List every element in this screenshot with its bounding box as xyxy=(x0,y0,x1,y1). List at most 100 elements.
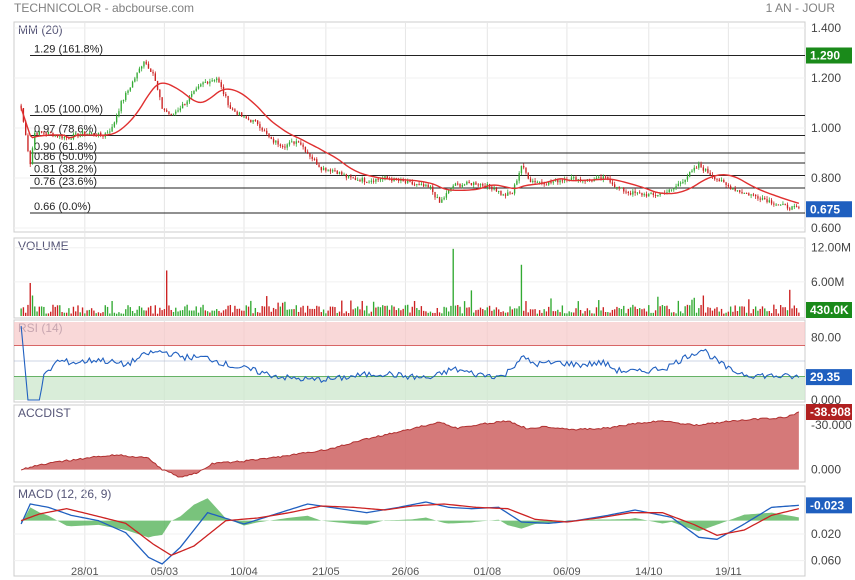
volume-bar xyxy=(204,310,207,316)
volume-bar xyxy=(666,305,668,316)
candle-body xyxy=(541,181,543,183)
candle-body xyxy=(363,178,366,183)
candle-body xyxy=(693,167,695,171)
candle-body xyxy=(600,177,602,180)
candle-body xyxy=(427,184,429,187)
volume-bar xyxy=(109,313,111,316)
volume-bar xyxy=(757,310,759,316)
candle-body xyxy=(97,132,100,137)
volume-bar xyxy=(586,308,589,316)
volume-bar xyxy=(461,313,463,316)
volume-bar xyxy=(252,313,254,316)
x-tick-label: 21/05 xyxy=(312,566,340,578)
candle-body xyxy=(154,73,156,81)
candle-body xyxy=(445,193,448,198)
candle-body xyxy=(20,105,22,108)
candle-body xyxy=(47,131,50,134)
candle-body xyxy=(400,179,402,182)
candle-body xyxy=(184,103,186,105)
volume-bar xyxy=(550,298,552,316)
rsi-line xyxy=(20,325,800,401)
volume-bar xyxy=(368,313,370,316)
volume-bar xyxy=(143,310,145,316)
candle-body xyxy=(429,186,432,188)
candle-body xyxy=(584,180,586,182)
volume-bar xyxy=(97,312,100,316)
volume-bar xyxy=(504,312,507,316)
candle-body xyxy=(150,68,152,72)
volume-bar xyxy=(545,311,548,316)
volume-bar xyxy=(52,304,54,316)
candle-body xyxy=(529,178,532,183)
candle-body xyxy=(682,181,684,183)
volume-bar xyxy=(354,308,357,316)
candle-body xyxy=(368,181,370,183)
volume-bar xyxy=(684,306,686,316)
volume-bar xyxy=(152,313,154,316)
panel-frame xyxy=(13,237,806,319)
candle-body xyxy=(281,145,284,147)
candle-body xyxy=(238,112,241,115)
candle-body xyxy=(502,194,504,196)
volume-bar xyxy=(200,307,202,316)
candle-body xyxy=(241,112,243,117)
volume-bar xyxy=(81,307,84,316)
volume-bar xyxy=(45,313,47,316)
volume-bar xyxy=(795,308,798,316)
volume-bar xyxy=(789,289,791,316)
candle-body xyxy=(195,88,197,91)
volume-bar xyxy=(548,306,550,316)
volume-bar xyxy=(413,300,416,316)
candle-body xyxy=(638,192,641,194)
candle-body xyxy=(131,81,134,88)
candle-body xyxy=(306,151,309,154)
candle-body xyxy=(684,179,686,182)
candle-body xyxy=(159,89,161,98)
volume-bar xyxy=(741,306,743,316)
volume-bar xyxy=(620,308,623,316)
candle-body xyxy=(34,132,36,149)
volume-bar xyxy=(70,313,72,316)
volume-bar xyxy=(593,313,595,316)
volume-bar xyxy=(225,309,227,316)
volume-bar xyxy=(318,306,320,316)
volume-bar xyxy=(604,312,607,316)
candle-body xyxy=(231,108,234,110)
moving-average-line xyxy=(20,82,800,205)
period-label: 1 AN - JOUR xyxy=(765,1,835,15)
volume-bar xyxy=(127,305,129,316)
candle-body xyxy=(538,181,541,183)
candle-body xyxy=(741,191,743,194)
fibonacci-label: 0.90 (61.8%) xyxy=(34,141,97,153)
rsi-panel xyxy=(14,322,805,401)
volume-bar xyxy=(459,306,461,316)
volume-bar xyxy=(168,305,170,316)
candle-body xyxy=(404,181,407,183)
volume-bar xyxy=(125,309,127,316)
volume-bar xyxy=(302,305,304,316)
volume-bar xyxy=(432,312,434,316)
volume-bar xyxy=(447,311,450,316)
candle-body xyxy=(234,109,236,112)
volume-bar xyxy=(343,313,345,316)
volume-bar xyxy=(784,307,786,316)
candle-body xyxy=(295,141,297,144)
candle-body xyxy=(461,185,463,187)
candle-body xyxy=(595,177,598,180)
volume-bar xyxy=(106,306,109,316)
candle-body xyxy=(523,165,525,168)
volume-bar xyxy=(195,306,197,316)
candle-body xyxy=(718,179,720,182)
volume-bar xyxy=(513,308,516,316)
candle-body xyxy=(504,194,507,196)
candle-body xyxy=(327,169,329,171)
volume-bar xyxy=(300,307,302,316)
volume-bar xyxy=(445,307,448,316)
candle-body xyxy=(636,192,639,194)
candle-body xyxy=(709,172,711,175)
candle-body xyxy=(777,204,780,206)
volume-bar xyxy=(554,311,557,316)
volume-bar xyxy=(377,306,379,316)
